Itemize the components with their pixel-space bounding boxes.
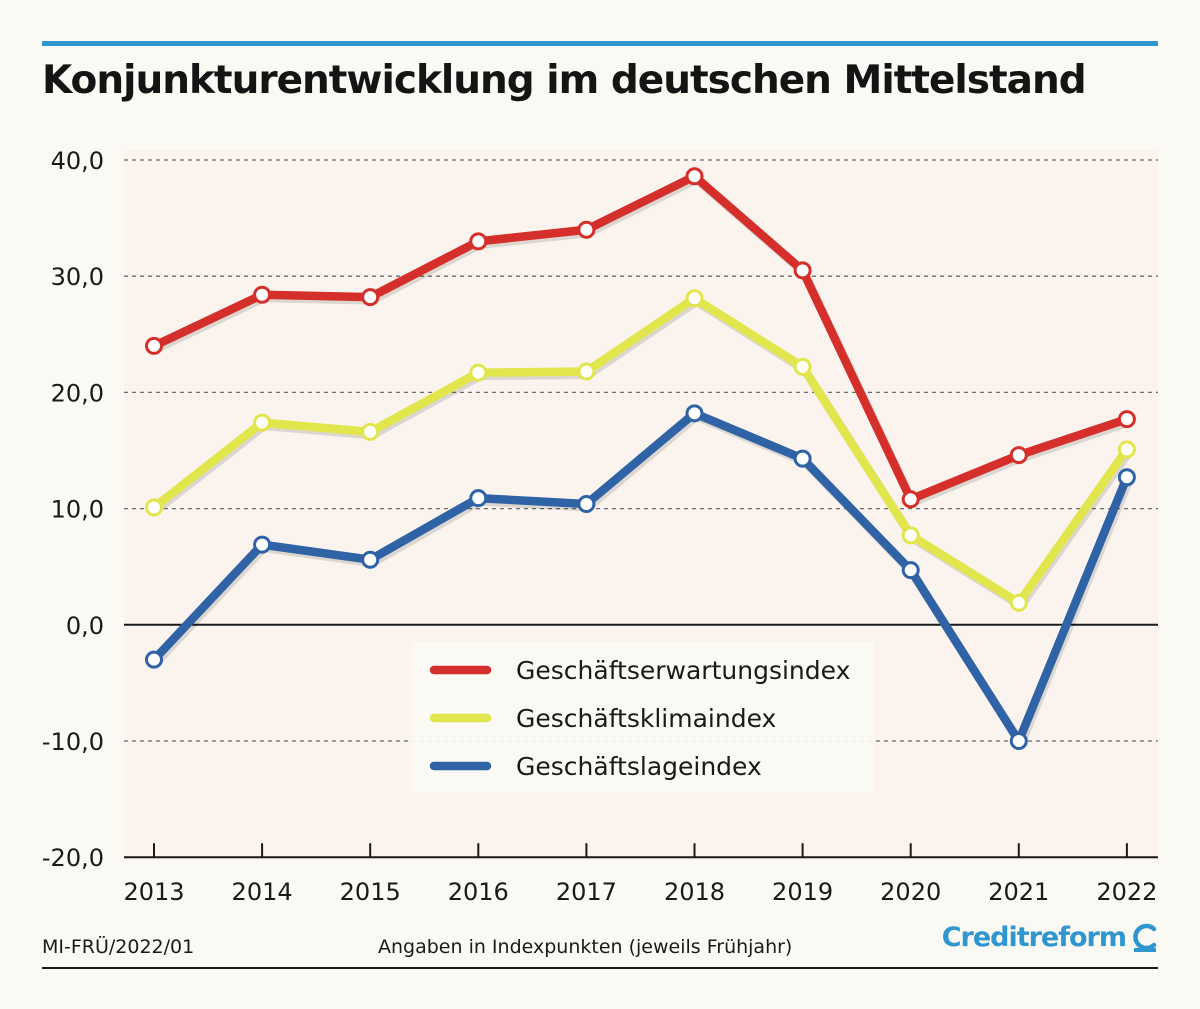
y-tick-label: 30,0 <box>51 263 104 291</box>
data-point <box>253 535 272 554</box>
legend-label: Geschäftslageindex <box>516 752 762 781</box>
data-point <box>253 413 272 432</box>
x-tick-label: 2018 <box>664 878 725 906</box>
series-layer <box>145 167 1136 750</box>
footer-code: MI-FRÜ/2022/01 <box>42 936 195 958</box>
legend-label: Geschäftserwartungsindex <box>516 656 850 685</box>
data-point <box>469 489 488 508</box>
data-point <box>685 404 704 423</box>
x-tick-label: 2021 <box>988 878 1049 906</box>
data-point <box>361 288 380 307</box>
data-point <box>577 362 596 381</box>
data-point <box>1117 468 1136 487</box>
data-point <box>1009 446 1028 465</box>
y-tick-label: 40,0 <box>51 147 104 175</box>
data-point <box>793 449 812 468</box>
brand-logo: Creditreform <box>942 922 1158 953</box>
x-tick-label: 2022 <box>1096 878 1157 906</box>
footer-rule <box>42 967 1158 969</box>
x-tick-label: 2017 <box>556 878 617 906</box>
chart-title: Konjunkturentwicklung im deutschen Mitte… <box>42 58 1087 103</box>
data-point <box>253 285 272 304</box>
y-tick-label: 20,0 <box>51 379 104 407</box>
footer-note: Angaben in Indexpunkten (jeweils Frühjah… <box>378 936 793 958</box>
x-tick-label: 2014 <box>232 878 293 906</box>
data-point <box>145 650 163 669</box>
grid <box>124 159 1158 859</box>
x-tick-label: 2019 <box>772 878 833 906</box>
y-axis-labels: 40,0 30,0 20,0 10,0 0,0 -10,0 -20,0 <box>42 147 104 872</box>
legend: Geschäftserwartungsindex Geschäftsklimain… <box>412 642 874 792</box>
data-point <box>469 232 488 251</box>
data-point <box>145 336 163 355</box>
x-tick-label: 2016 <box>448 878 509 906</box>
data-point <box>793 357 812 376</box>
data-point <box>361 550 380 569</box>
x-tick-label: 2015 <box>340 878 401 906</box>
data-point <box>1009 732 1028 750</box>
data-point <box>901 561 920 580</box>
x-tick-label: 2020 <box>880 878 941 906</box>
top-accent-rule <box>42 41 1158 46</box>
y-tick-label: 10,0 <box>51 496 104 524</box>
series-3 <box>145 404 1136 750</box>
data-point <box>901 526 920 545</box>
data-point <box>685 167 704 186</box>
data-point <box>793 261 812 280</box>
data-point <box>1117 440 1136 459</box>
series-2 <box>145 289 1136 612</box>
data-point <box>901 490 920 509</box>
y-tick-label: -20,0 <box>42 844 104 872</box>
series-line <box>149 409 1132 746</box>
series-line <box>149 294 1132 607</box>
data-point <box>361 422 380 441</box>
data-point <box>1117 410 1136 429</box>
data-point <box>685 289 704 308</box>
series-line <box>149 172 1132 504</box>
data-point <box>145 498 163 517</box>
x-axis: 2013 2014 2015 2016 2017 2018 2019 2020 2021 2022 <box>123 843 1157 906</box>
legend-label: Geschäftsklimaindex <box>516 704 776 733</box>
creditreform-c-logo-icon <box>1133 923 1157 952</box>
data-point <box>577 494 596 513</box>
y-tick-label: 0,0 <box>66 612 104 640</box>
data-point <box>1009 593 1028 612</box>
x-tick-label: 2013 <box>123 878 184 906</box>
y-tick-label: -10,0 <box>42 728 104 756</box>
data-point <box>469 363 488 382</box>
series-1 <box>145 167 1136 509</box>
data-point <box>577 220 596 239</box>
brand-name: Creditreform <box>941 922 1127 953</box>
